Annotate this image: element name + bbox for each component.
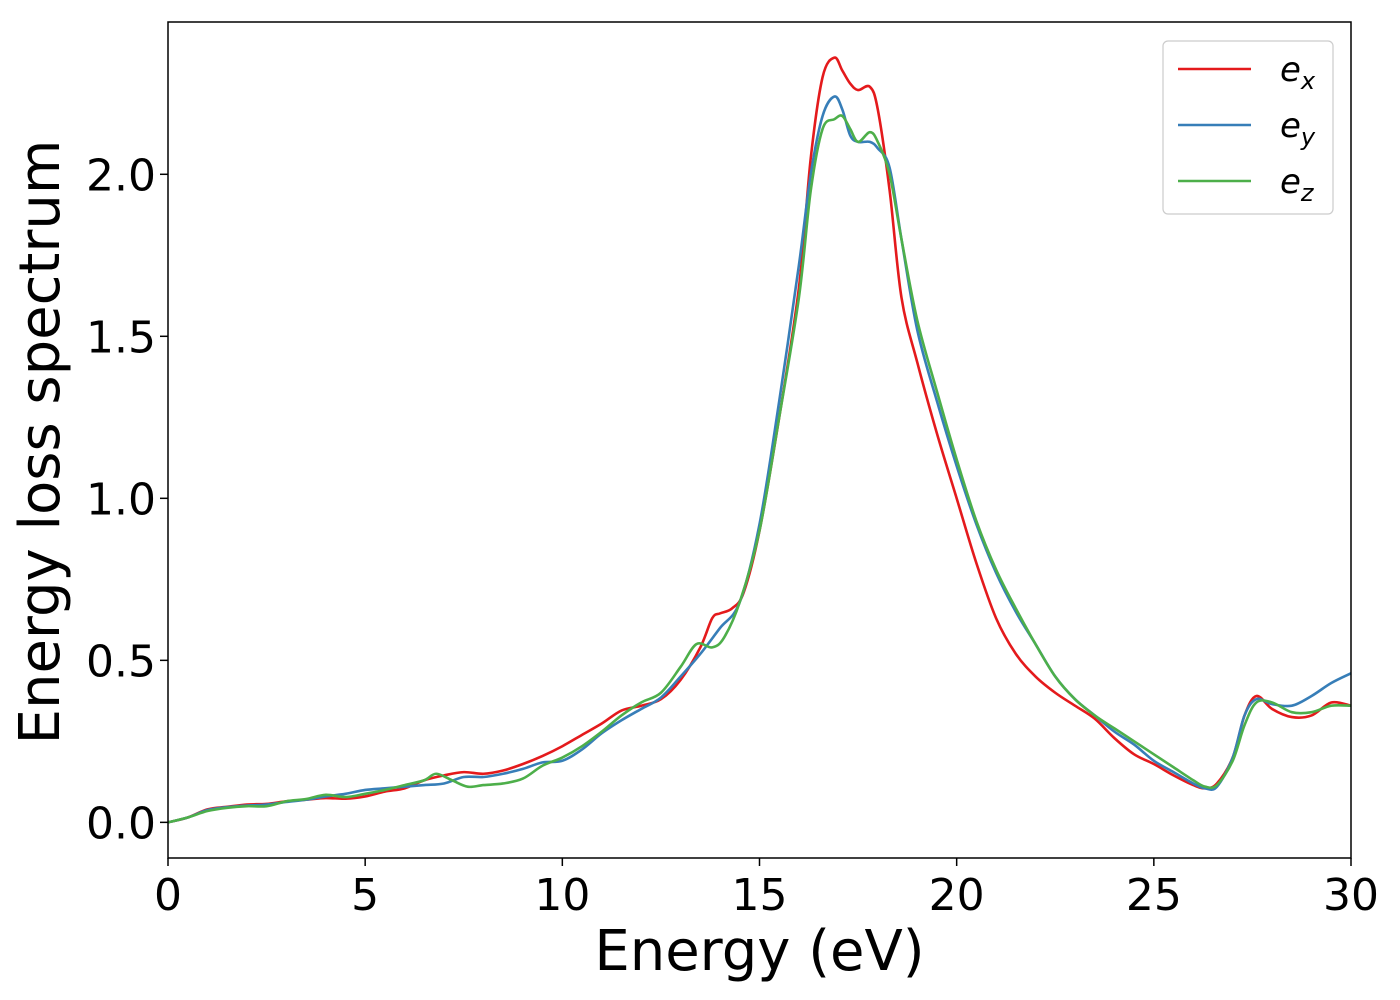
x-axis-ticks: 0 5 10 15 20 25 30 [154,858,1379,921]
legend-label-base: e [1280,106,1301,146]
x-tick-label: 15 [732,870,788,921]
x-tick-label: 30 [1323,870,1379,921]
y-tick-label: 2.0 [86,150,156,201]
legend-label-subscript: z [1300,179,1315,207]
series-line-ez [168,114,1351,824]
y-tick-label: 1.5 [86,312,156,363]
series-group [168,56,1351,824]
legend-label-subscript: y [1300,123,1316,151]
x-axis-label: Energy (eV) [594,919,924,984]
x-tick-label: 0 [154,870,182,921]
legend-label-base: e [1280,50,1301,90]
y-tick-label: 0.5 [86,636,156,687]
legend-label-ez: ez [1280,162,1315,207]
x-tick-label: 25 [1126,870,1182,921]
legend-label-base: e [1280,162,1301,202]
x-tick-label: 20 [929,870,985,921]
y-tick-label: 0.0 [86,798,156,849]
x-tick-label: 10 [534,870,590,921]
legend-box [1162,40,1334,215]
legend-label-ex: ex [1280,50,1316,95]
x-tick-label: 5 [351,870,379,921]
legend-label-subscript: x [1300,67,1316,95]
y-tick-label: 1.0 [86,474,156,525]
legend-label-ey: ey [1280,106,1316,151]
y-axis-label: Energy loss spectrum [8,140,73,745]
y-axis-ticks: 0.0 0.5 1.0 1.5 2.0 [86,150,168,849]
